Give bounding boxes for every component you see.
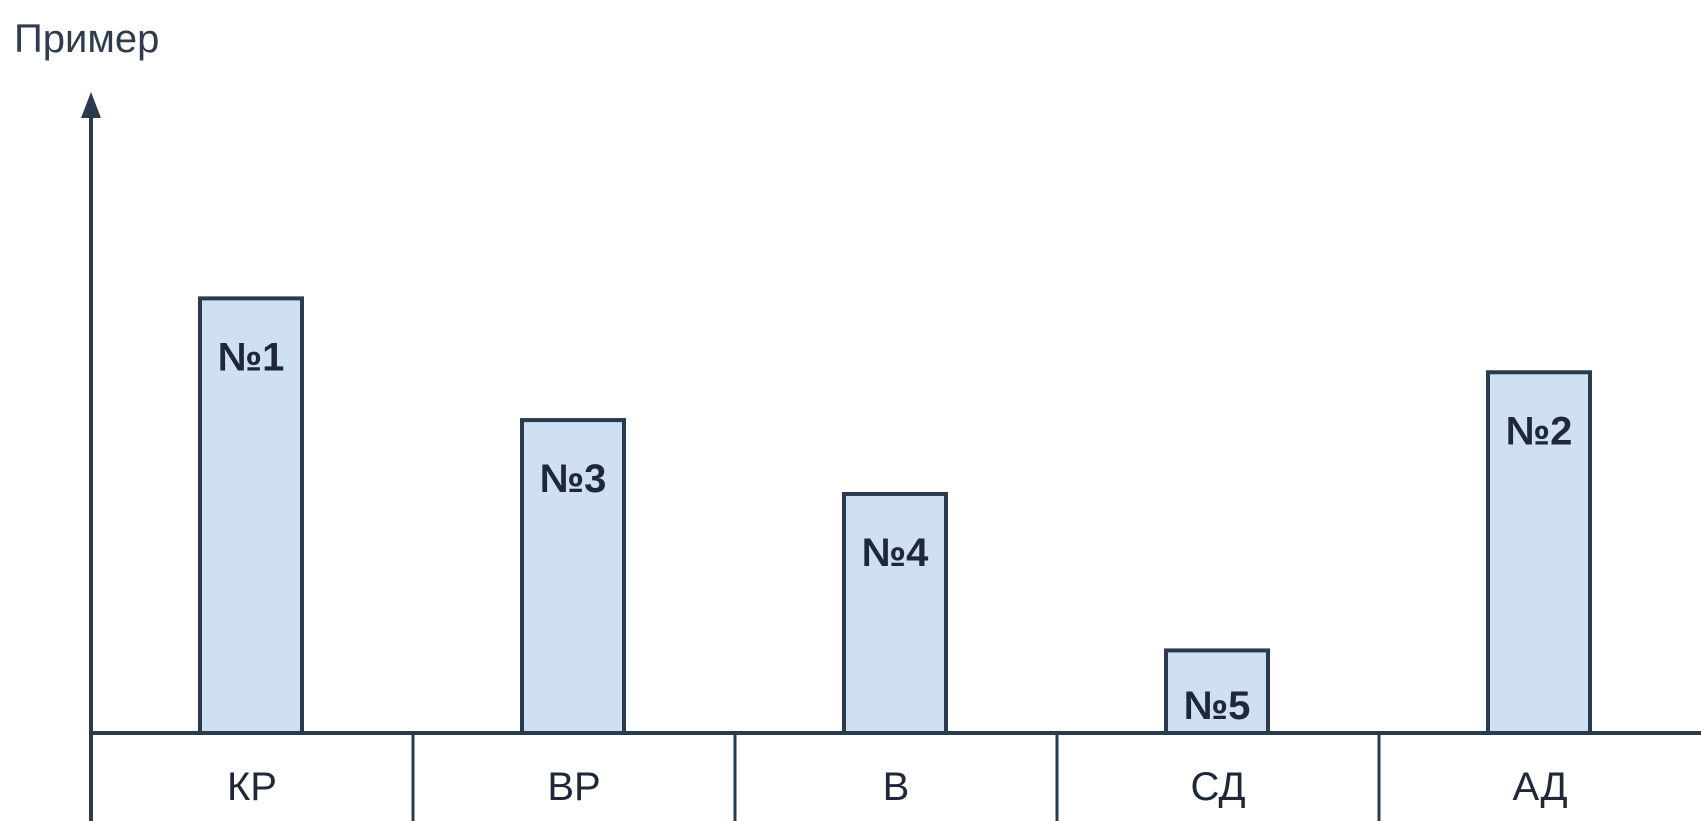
category-table: КР ВР В СД АД <box>91 731 1701 821</box>
bar-3 <box>842 491 948 736</box>
y-axis-arrow-icon <box>81 92 101 118</box>
x-tick-label: В <box>883 765 910 809</box>
y-axis-title: Пример <box>14 17 159 61</box>
x-tick-label: АД <box>1512 765 1567 809</box>
x-tick-label: ВР <box>547 765 600 809</box>
x-tick-label: СД <box>1190 765 1245 809</box>
bar-data-label: №2 <box>1506 409 1573 453</box>
bars: №1 №3 №4 №5 №2 <box>198 296 1592 736</box>
bar-data-label: №3 <box>540 457 607 501</box>
axes: Пример <box>14 17 159 821</box>
bar-2 <box>520 418 626 735</box>
x-tick-label: КР <box>227 765 277 809</box>
bar-data-label: №5 <box>1184 684 1251 728</box>
bar-data-label: №1 <box>218 335 285 379</box>
bar-data-label: №4 <box>862 531 930 575</box>
